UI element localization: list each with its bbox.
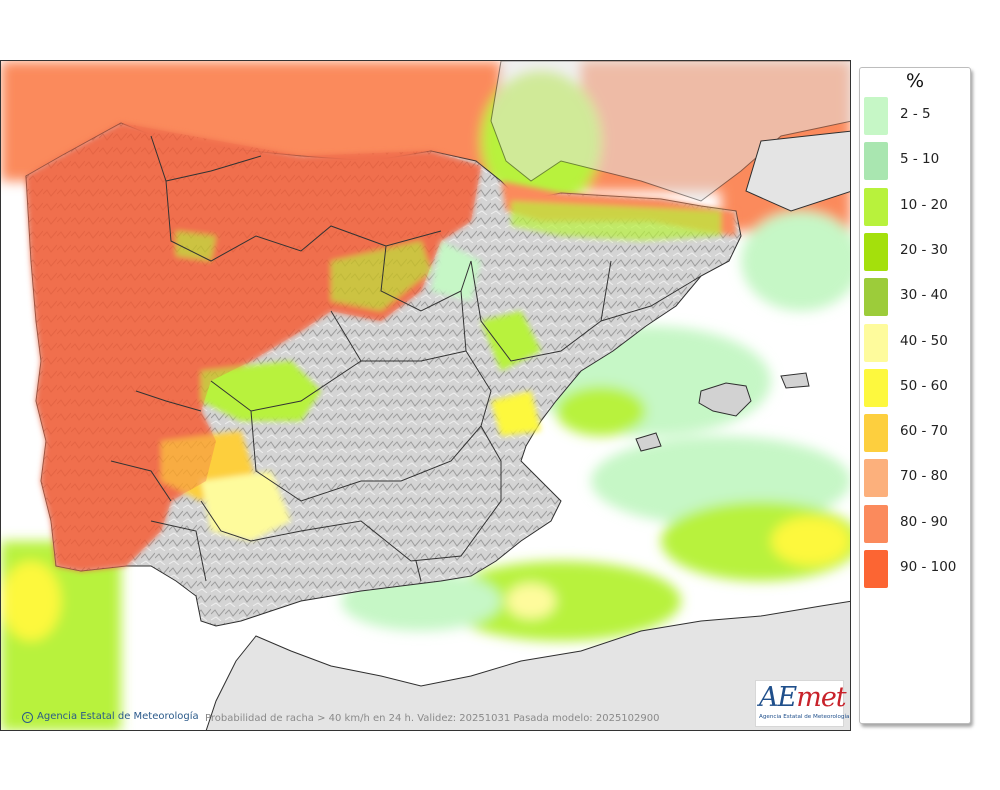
legend-label: 80 - 90	[900, 513, 948, 530]
legend-label: 90 - 100	[900, 559, 957, 575]
credit-text: Agencia Estatal de Meteorología	[37, 711, 199, 722]
legend-label: 30 - 40	[900, 287, 948, 304]
legend-panel: % 2 - 5 5 - 10 10 - 20 20 - 30 30 - 40 40 - 5…	[859, 67, 971, 724]
island-mallorca	[698, 382, 752, 417]
island-ibiza	[635, 432, 662, 452]
legend-item: 70 - 80	[864, 456, 968, 498]
legend-item: 2 - 5	[864, 94, 968, 136]
logo-wordmark: AEmet	[759, 682, 847, 713]
regional-borders	[110, 135, 702, 582]
legend-swatch	[864, 504, 888, 543]
legend-swatch	[864, 368, 888, 407]
legend-swatch	[864, 278, 888, 317]
legend-item: 60 - 70	[864, 411, 968, 453]
relief-texture	[26, 123, 481, 571]
island-menorca	[780, 372, 810, 389]
legend-label: 50 - 60	[900, 377, 948, 394]
land-north-africa	[205, 600, 850, 730]
legend-label: 60 - 70	[900, 423, 948, 440]
legend-label: 40 - 50	[900, 332, 948, 349]
land-italy-coast	[745, 130, 850, 212]
legend-item: 90 - 100	[864, 547, 968, 589]
legend-item: 10 - 20	[864, 185, 968, 227]
legend-swatch	[864, 142, 888, 181]
map-canvas	[1, 61, 850, 730]
legend-unit: %	[905, 70, 925, 92]
legend-swatch	[864, 323, 888, 362]
copyright-icon: c	[22, 712, 33, 723]
land-france	[490, 61, 850, 202]
legend-swatch	[864, 187, 888, 226]
legend-item: 40 - 50	[864, 321, 968, 363]
legend-label: 70 - 80	[900, 468, 948, 485]
legend-item: 80 - 90	[864, 502, 968, 544]
legend-swatch	[864, 414, 888, 453]
legend-swatch	[864, 97, 888, 135]
forecast-map	[0, 60, 851, 731]
legend-item: 20 - 30	[864, 230, 968, 272]
map-caption: Probabilidad de racha > 40 km/h en 24 h.…	[205, 713, 660, 724]
legend-label: 10 - 20	[900, 196, 948, 213]
credit-notice: c Agencia Estatal de Meteorología	[22, 711, 199, 723]
legend-label: 2 - 5	[900, 106, 931, 122]
legend-label: 5 - 10	[900, 151, 940, 168]
legend-label: 20 - 30	[900, 241, 948, 258]
legend-item: 5 - 10	[864, 139, 968, 181]
legend-swatch	[864, 459, 888, 498]
legend-swatch	[864, 232, 888, 271]
legend-item: 50 - 60	[864, 366, 968, 408]
legend-swatch	[864, 550, 888, 588]
legend-item: 30 - 40	[864, 275, 968, 317]
logo-subtitle: Agencia Estatal de Meteorología	[759, 714, 850, 720]
aemet-logo: AEmet Agencia Estatal de Meteorología	[755, 680, 849, 727]
